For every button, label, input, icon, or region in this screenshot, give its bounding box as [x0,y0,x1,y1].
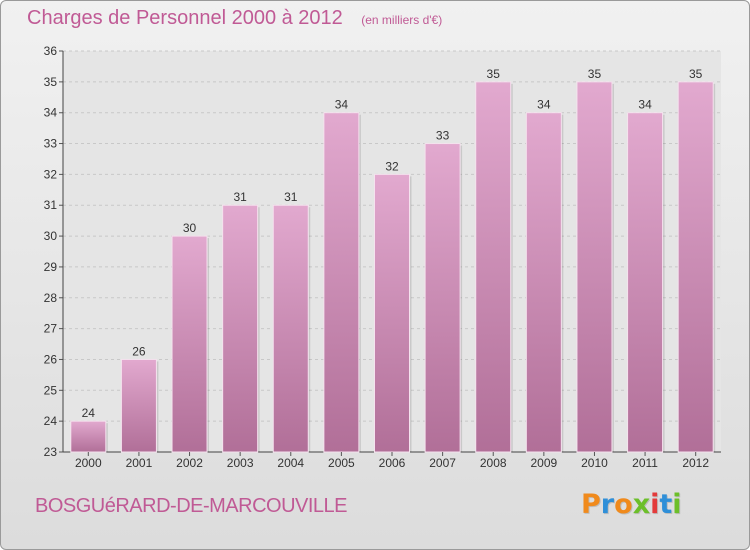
x-tick-label: 2009 [530,456,557,470]
bar [272,204,309,453]
data-label: 35 [487,67,501,81]
x-tick-label: 2012 [682,456,709,470]
chart-header: Charges de Personnel 2000 à 2012 (en mil… [27,7,442,30]
y-tick-label: 35 [44,75,58,89]
y-tick-label: 23 [44,445,58,459]
bar [222,204,259,453]
bar [171,235,208,453]
data-label: 35 [588,67,602,81]
x-tick-label: 2001 [126,456,153,470]
logo-letter: r [600,489,615,520]
bar [424,143,461,453]
x-tick-label: 2005 [328,456,355,470]
data-label: 31 [233,190,247,204]
bar [120,358,157,453]
x-tick-label: 2003 [227,456,254,470]
y-tick-label: 30 [44,229,58,243]
y-tick-label: 36 [44,44,58,58]
bar [70,420,107,453]
y-tick-label: 25 [44,383,58,397]
bar [525,112,562,453]
y-tick-label: 32 [44,167,58,181]
x-tick-label: 2002 [176,456,203,470]
data-label: 34 [335,98,349,112]
x-tick-label: 2007 [429,456,456,470]
data-label: 34 [537,98,551,112]
commune-name: BOSGUéRARD-DE-MARCOUVILLE [35,495,348,517]
logo-letter: i [650,489,660,520]
y-tick-label: 31 [44,198,58,212]
logo-letter: P [581,489,601,520]
bar [677,81,714,453]
bar [576,81,613,453]
logo-letter: t [659,489,673,520]
y-tick-label: 33 [44,137,58,151]
data-label: 24 [82,406,96,420]
data-label: 26 [132,344,146,358]
y-tick-label: 27 [44,322,58,336]
data-label: 35 [689,67,703,81]
x-tick-label: 2006 [379,456,406,470]
data-label: 31 [284,190,298,204]
bar [627,112,664,453]
chart-unit: (en milliers d'€) [361,13,443,27]
data-label: 34 [638,98,652,112]
logo-letter: o [614,489,633,520]
chart-title: Charges de Personnel 2000 à 2012 [27,7,343,29]
y-tick-label: 28 [44,291,58,305]
logo-letter: x [632,489,651,520]
bar [323,112,360,453]
x-tick-label: 2010 [581,456,608,470]
proxiti-logo: Proxiti [581,489,682,520]
y-tick-label: 34 [44,106,58,120]
bar [374,173,410,453]
x-tick-label: 2011 [632,456,658,470]
data-label: 32 [385,159,399,173]
x-tick-label: 2008 [480,456,507,470]
y-tick-label: 24 [44,414,58,428]
y-tick-label: 29 [44,260,58,274]
data-label: 33 [436,129,450,143]
bar [475,81,512,453]
x-tick-label: 2000 [75,456,102,470]
y-tick-label: 26 [44,352,58,366]
data-label: 30 [183,221,197,235]
x-tick-label: 2004 [277,456,304,470]
logo-letter: i [672,489,682,520]
